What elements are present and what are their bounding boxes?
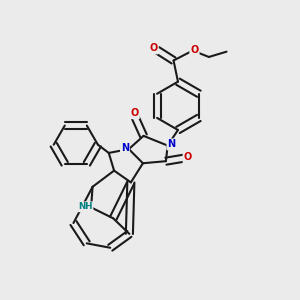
Text: N: N — [121, 143, 129, 153]
Text: O: O — [190, 45, 199, 55]
Text: N: N — [167, 140, 175, 149]
Text: O: O — [149, 44, 158, 53]
Text: NH: NH — [78, 202, 92, 211]
Text: O: O — [130, 108, 139, 118]
Text: O: O — [184, 152, 192, 162]
